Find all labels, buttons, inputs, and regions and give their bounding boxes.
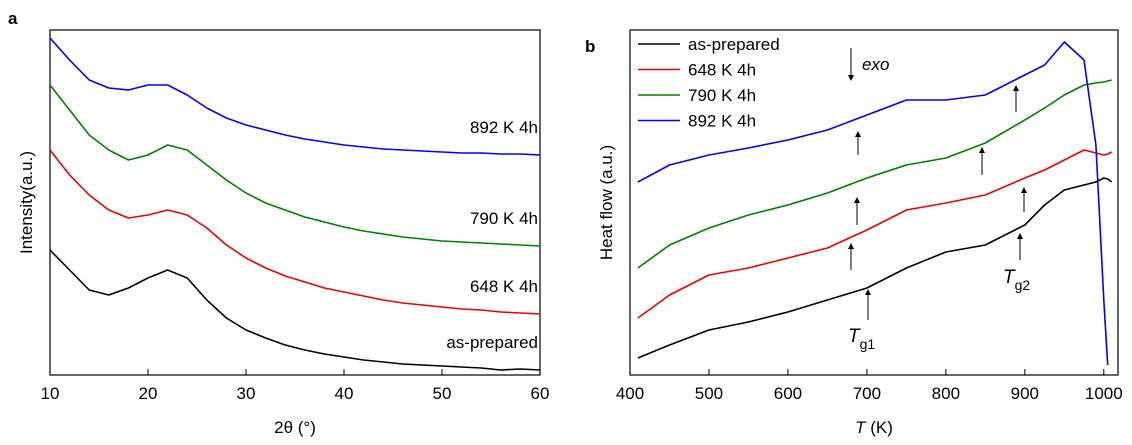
subscript: g2 [1015,277,1031,293]
x-tick-label: 800 [932,384,960,403]
x-tick-label: 700 [853,384,881,403]
series-line [49,37,541,156]
series-line [637,79,1112,269]
legend-label: 648 K 4h [688,61,756,80]
tg1-label: Tg1 [848,326,875,352]
x-tick-label: 900 [1011,384,1039,403]
symbol: T [1003,267,1016,288]
legend-label: 892 K 4h [688,112,756,131]
series-line [49,249,541,371]
legend-label: 790 K 4h [688,86,756,105]
x-axis-label: T (K) [855,418,893,437]
y-axis-label: Intensity(a.u.) [17,151,36,254]
plot-frame [629,29,1119,376]
curve-label: 648 K 4h [470,277,538,296]
x-axis-label-text: (K) [866,418,893,437]
plot-frame [49,29,541,376]
series-line [49,149,541,315]
series-line [637,149,1113,319]
x-tick-label: 40 [335,384,354,403]
x-tick-label: 10 [41,384,60,403]
x-axis-label: 2θ (°) [274,418,316,437]
series-line [49,84,541,247]
series-line [637,177,1113,359]
plot-area [637,41,1113,366]
curve-label: 892 K 4h [470,118,538,137]
x-axis-label-symbol: T [855,418,867,437]
curve-label: as-prepared [446,333,538,352]
symbol: T [848,326,861,347]
legend-label: as-prepared [688,35,780,54]
series-line [637,41,1109,366]
x-tick-label: 1000 [1085,384,1123,403]
x-tick-label: 30 [237,384,256,403]
x-tick-label: 20 [139,384,158,403]
x-tick-label: 500 [695,384,723,403]
tg2-label: Tg2 [1003,267,1030,293]
plot-area [49,37,541,371]
arrows [848,48,1027,320]
x-tick-label: 600 [774,384,802,403]
panel-label: a [8,9,18,28]
panel-label: b [585,37,595,56]
curve-label: 790 K 4h [470,209,538,228]
subscript: g1 [860,336,876,352]
exo-label: exo [862,55,889,74]
x-tick-label: 400 [616,384,644,403]
y-axis-label: Heat flow (a.u.) [597,145,616,260]
x-tick-label: 60 [531,384,550,403]
x-tick-label: 50 [433,384,452,403]
